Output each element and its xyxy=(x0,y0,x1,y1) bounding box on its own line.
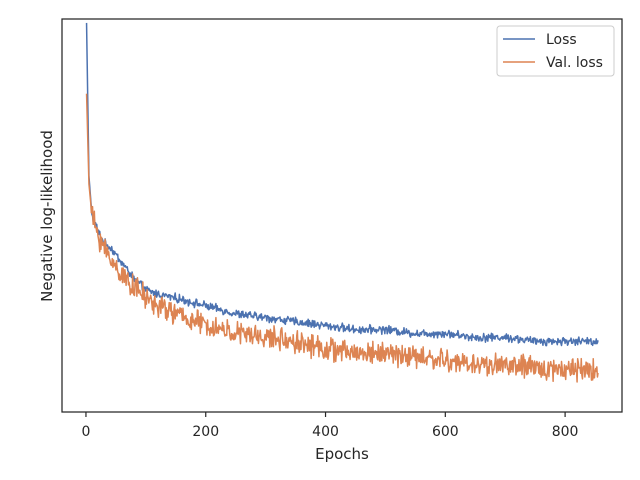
plot-area xyxy=(61,18,623,413)
x-tick-label: 600 xyxy=(432,424,459,440)
y-axis-label: Negative log-likelihood xyxy=(38,130,56,302)
x-tick-label: 200 xyxy=(192,424,219,440)
x-tick-label: 0 xyxy=(81,424,90,440)
legend-label-val-loss: Val. loss xyxy=(546,55,603,71)
x-axis-label: Epochs xyxy=(315,445,369,463)
legend-label-loss: Loss xyxy=(546,32,577,48)
plot-frame xyxy=(61,18,623,413)
series-layer xyxy=(85,22,599,383)
series-line-loss xyxy=(85,22,599,347)
series-line-val-loss xyxy=(85,93,599,383)
legend: Loss Val. loss xyxy=(496,25,615,77)
x-axis-ticks: 0 200 400 600 800 xyxy=(81,412,578,440)
x-tick-label: 400 xyxy=(312,424,339,440)
x-tick-label: 800 xyxy=(552,424,579,440)
